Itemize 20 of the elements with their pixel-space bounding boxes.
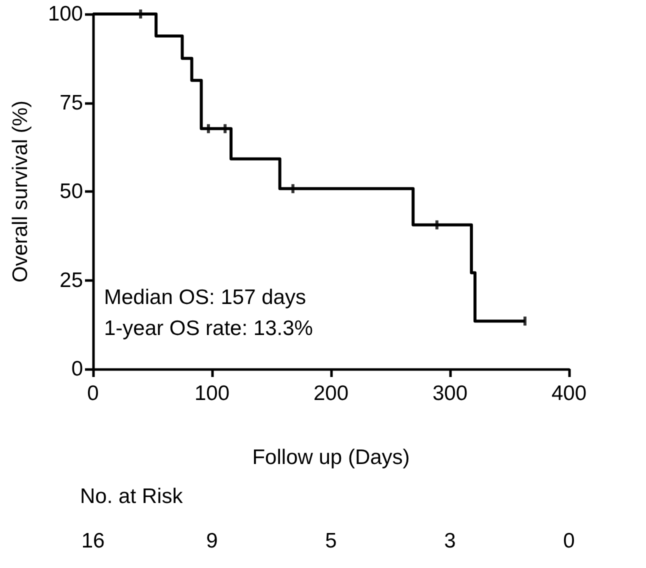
annotation: 1-year OS rate: 13.3% (104, 317, 313, 340)
x-tick-label: 100 (194, 382, 230, 405)
text: No. at Risk (80, 485, 184, 508)
x-tick-label: 0 (87, 382, 99, 405)
text: 3 (444, 530, 456, 552)
x-tick-label: 200 (313, 382, 349, 405)
text: 16 (81, 530, 105, 552)
annotation: Median OS: 157 days (104, 286, 306, 309)
y-tick-label: 50 (60, 180, 83, 203)
y-tick-label: 25 (60, 268, 83, 292)
y-axis-title: Overall survival (%) (9, 100, 32, 283)
text: 5 (325, 530, 337, 552)
text: 0 (563, 530, 575, 552)
text: 9 (206, 530, 218, 552)
y-tick-label: 100 (48, 2, 83, 26)
y-tick-label: 75 (60, 91, 83, 114)
x-tick-label: 400 (551, 382, 587, 405)
x-tick-label: 300 (432, 382, 468, 405)
x-axis-title: Follow up (Days) (252, 446, 410, 469)
y-tick-label: 0 (71, 358, 83, 380)
